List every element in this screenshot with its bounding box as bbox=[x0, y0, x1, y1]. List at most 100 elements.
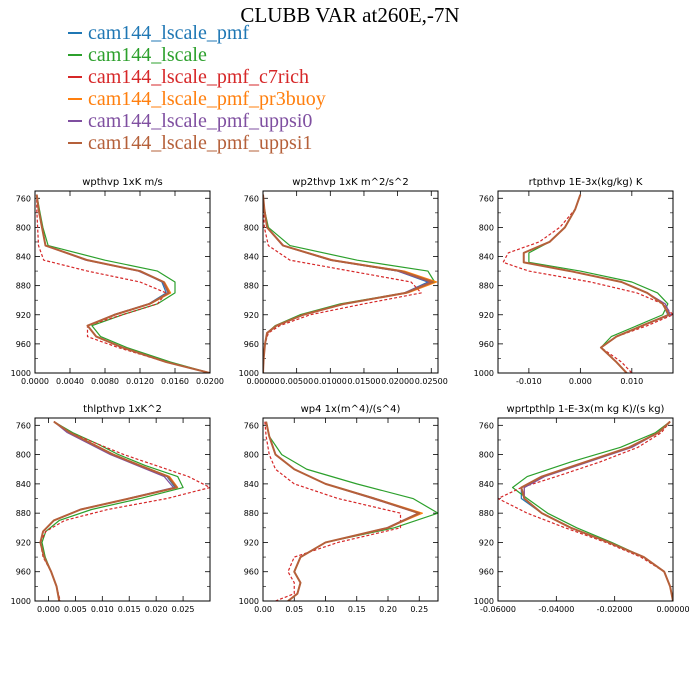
x-tick-label: -0.02000 bbox=[597, 605, 633, 614]
chart-title: wpthvp 1xK m/s bbox=[82, 177, 163, 188]
plot-frame bbox=[262, 417, 439, 602]
y-tick-label: 920 bbox=[16, 538, 31, 547]
y-tick-label: 760 bbox=[479, 194, 494, 203]
y-tick-label: 1000 bbox=[239, 369, 259, 378]
y-tick-label: 760 bbox=[16, 421, 31, 430]
y-tick-label: 840 bbox=[244, 253, 259, 262]
y-tick-label: 1000 bbox=[474, 597, 494, 606]
y-tick-label: 960 bbox=[16, 568, 31, 577]
series-line bbox=[264, 421, 402, 601]
series-line bbox=[523, 421, 673, 601]
legend-swatch bbox=[68, 120, 82, 122]
plot-frame bbox=[497, 190, 674, 374]
legend-label: cam144_lscale_pmf_pr3buoy bbox=[88, 88, 326, 110]
x-tick-label: -0.010 bbox=[516, 377, 542, 386]
x-tick-label: 0.01000 bbox=[314, 377, 347, 386]
chart-panel: wpthvp 1xK m/s76080084088092096010000.00… bbox=[11, 177, 224, 386]
chart-panel: wprtpthlp 1-E-3x(m kg K)/(s kg) 760 800 840… bbox=[474, 404, 690, 614]
legend-swatch bbox=[68, 32, 82, 34]
series-line bbox=[520, 420, 673, 601]
x-tick-label: 0.20 bbox=[379, 605, 397, 614]
y-tick-label: 760 bbox=[16, 194, 31, 203]
y-tick-label: 1000 bbox=[11, 369, 31, 378]
x-tick-label: -0.04000 bbox=[538, 605, 574, 614]
y-tick-label: 800 bbox=[479, 451, 494, 460]
x-tick-label: 0.02000 bbox=[381, 377, 414, 386]
plot-frame bbox=[262, 190, 439, 374]
chart-panel: wp4 1x(m^4)/(s^4)76080084088092096010000… bbox=[239, 404, 439, 614]
chart-title: wprtpthlp 1-E-3x(m kg K)/(s kg) bbox=[507, 404, 665, 415]
x-tick-label: 0.0120 bbox=[126, 377, 154, 386]
y-tick-label: 840 bbox=[16, 480, 31, 489]
y-tick-label: 920 bbox=[244, 538, 259, 547]
y-tick-label: 960 bbox=[479, 340, 494, 349]
plot-area bbox=[498, 420, 673, 601]
y-tick-label: 960 bbox=[244, 568, 259, 577]
y-tick-label: 920 bbox=[479, 311, 494, 320]
x-tick-label: 0.00500 bbox=[280, 377, 313, 386]
x-tick-label: 0.01500 bbox=[347, 377, 380, 386]
chart-title: thlpthvp 1xK^2 bbox=[83, 404, 162, 415]
x-tick-label: 0.000 bbox=[37, 605, 60, 614]
y-tick-label: 1000 bbox=[239, 597, 259, 606]
legend-swatch bbox=[68, 54, 82, 56]
y-tick-label: 1000 bbox=[11, 597, 31, 606]
y-tick-label: 920 bbox=[479, 538, 494, 547]
x-tick-label: -0.06000 bbox=[480, 605, 516, 614]
main-title: CLUBB VAR at260E,-7N bbox=[240, 3, 460, 27]
y-tick-label: 840 bbox=[479, 253, 494, 262]
x-tick-label: 0.000 bbox=[569, 377, 592, 386]
y-tick-label: 920 bbox=[244, 311, 259, 320]
plot-area bbox=[264, 421, 438, 601]
series-line bbox=[263, 194, 434, 373]
plot-area bbox=[39, 420, 210, 601]
chart-title: rtpthvp 1E-3x(kg/kg) K bbox=[529, 177, 643, 188]
x-tick-label: 0.00000 bbox=[246, 377, 279, 386]
legend-swatch bbox=[68, 142, 82, 144]
plot-frame bbox=[34, 417, 211, 602]
plot-frame bbox=[34, 190, 211, 374]
y-tick-label: 960 bbox=[16, 340, 31, 349]
x-tick-label: 0.025 bbox=[172, 605, 195, 614]
plot-frame bbox=[497, 417, 674, 602]
legend-label: cam144_lscale_pmf_uppsi0 bbox=[88, 110, 313, 132]
chart-panel: wp2thvp 1xK m^2/s^2 760 800 840 880 920 960 100… bbox=[239, 177, 448, 386]
y-tick-label: 840 bbox=[16, 253, 31, 262]
y-tick-label: 960 bbox=[244, 340, 259, 349]
x-tick-label: 0.020 bbox=[145, 605, 168, 614]
x-tick-label: 0.0040 bbox=[56, 377, 84, 386]
y-tick-label: 800 bbox=[16, 223, 31, 232]
chart-panel: thlpthvp 1xK^2 760 800 840 880 920 960 1000 0.00… bbox=[11, 404, 211, 614]
x-tick-label: 0.010 bbox=[91, 605, 114, 614]
y-tick-label: 920 bbox=[16, 311, 31, 320]
x-tick-label: 0.0160 bbox=[161, 377, 189, 386]
series-line bbox=[511, 421, 673, 601]
x-tick-label: 0.005 bbox=[64, 605, 87, 614]
y-tick-label: 760 bbox=[244, 421, 259, 430]
y-tick-label: 800 bbox=[244, 451, 259, 460]
y-tick-label: 760 bbox=[244, 194, 259, 203]
series-line bbox=[263, 194, 431, 373]
legend-swatch bbox=[68, 98, 82, 100]
series-line bbox=[263, 194, 429, 373]
series-line bbox=[263, 194, 422, 373]
y-tick-label: 880 bbox=[16, 509, 31, 518]
x-tick-label: 0.15 bbox=[348, 605, 366, 614]
legend-label: cam144_lscale_pmf_c7rich bbox=[88, 66, 310, 88]
y-tick-label: 880 bbox=[244, 282, 259, 291]
x-tick-label: 0.0200 bbox=[196, 377, 224, 386]
x-tick-label: 0.25 bbox=[410, 605, 428, 614]
x-tick-label: 0.0000 bbox=[21, 377, 49, 386]
y-tick-label: 960 bbox=[479, 568, 494, 577]
x-tick-label: 0.05 bbox=[285, 605, 303, 614]
plot-area bbox=[263, 194, 438, 373]
series-line bbox=[263, 194, 436, 373]
y-tick-label: 880 bbox=[479, 509, 494, 518]
plot-area bbox=[502, 194, 673, 373]
x-tick-label: 0.10 bbox=[317, 605, 335, 614]
chart-title: wp4 1x(m^4)/(s^4) bbox=[301, 404, 401, 415]
y-tick-label: 880 bbox=[16, 282, 31, 291]
series-line bbox=[39, 420, 178, 601]
x-tick-label: 0.015 bbox=[118, 605, 141, 614]
